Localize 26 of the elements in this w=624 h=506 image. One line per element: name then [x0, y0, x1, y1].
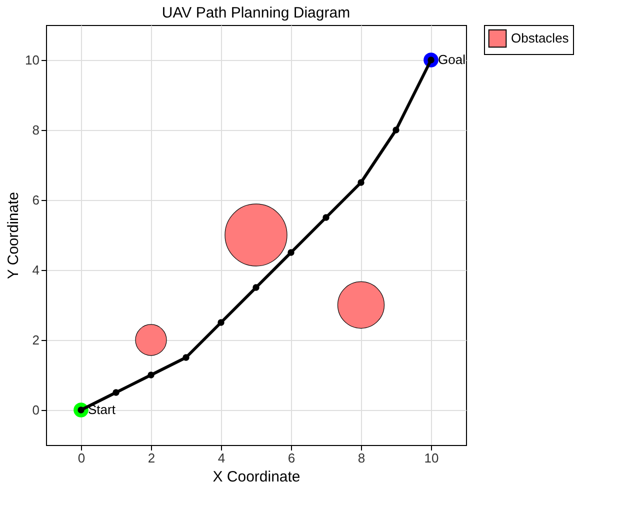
point	[218, 319, 224, 326]
y-tick-label: 8	[32, 122, 40, 138]
point	[392, 126, 400, 134]
y-tick-label: 4	[32, 262, 40, 278]
y-tick-label: 6	[32, 192, 40, 208]
point	[148, 372, 154, 378]
y-tick-label: 2	[32, 332, 40, 348]
point	[288, 249, 294, 256]
point	[112, 389, 120, 396]
legend-label: Obstacles	[511, 30, 570, 46]
x-tick-label: 8	[358, 450, 366, 466]
x-tick-label: 0	[78, 450, 86, 466]
x-tick-label: 6	[288, 450, 296, 466]
annotation: Goal	[438, 52, 466, 67]
x-axis-title: X Coordinate	[212, 468, 300, 486]
x-tick-label: 2	[148, 450, 156, 466]
x-tick-label: 4	[218, 450, 226, 466]
chart-title: UAV Path Planning Diagram	[162, 4, 350, 22]
point	[182, 354, 190, 361]
point	[252, 284, 260, 291]
point	[358, 179, 364, 186]
y-tick-label: 0	[32, 402, 40, 418]
point	[322, 214, 330, 221]
y-axis-title: Y Coordinate	[5, 192, 22, 280]
x-tick-label: 10	[424, 450, 439, 466]
y-tick-label: 10	[25, 52, 40, 68]
